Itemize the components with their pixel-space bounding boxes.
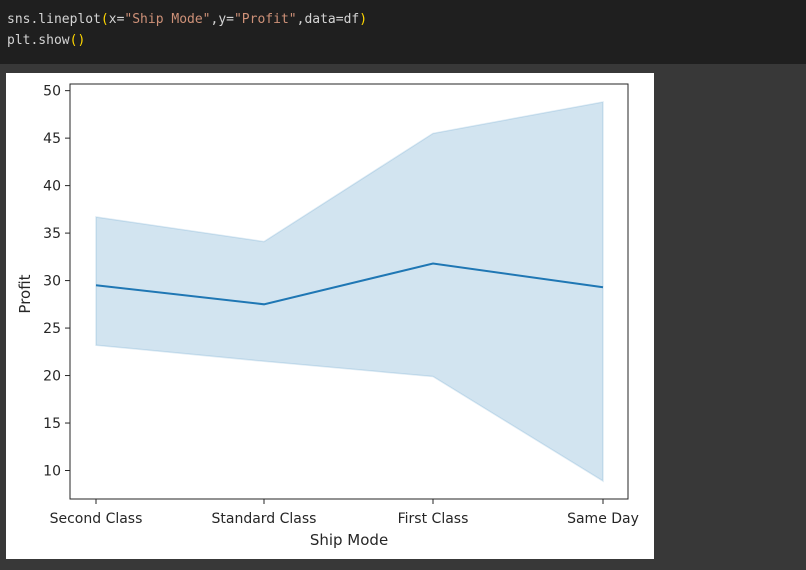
y-tick-label: 20 — [43, 369, 61, 385]
code-string: "Ship Mode" — [124, 12, 211, 27]
y-tick-label: 15 — [43, 416, 61, 432]
x-tick-label: Standard Class — [212, 511, 317, 527]
x-axis-label: Ship Mode — [310, 531, 388, 549]
code-arg-key: x= — [108, 12, 125, 27]
y-tick-label: 30 — [43, 274, 61, 290]
x-tick-label: Second Class — [50, 511, 143, 527]
code-paren-open: ( — [100, 12, 109, 27]
code-function-name: plt.show — [7, 33, 70, 48]
x-tick-label: First Class — [398, 511, 469, 527]
code-comma: , — [210, 12, 219, 27]
cell-output: 10 15 20 25 30 35 40 45 50 Second Class Standard … — [6, 73, 654, 559]
code-paren-close: ) — [359, 12, 368, 27]
y-tick-label: 50 — [43, 84, 61, 100]
code-line-2: plt.show() — [7, 32, 85, 50]
code-line-1: sns.lineplot(x="Ship Mode",y="Profit",da… — [7, 11, 367, 29]
confidence-band — [95, 101, 604, 483]
series-line — [95, 262, 604, 306]
y-tick-label: 35 — [43, 226, 61, 242]
y-axis-label: Profit — [16, 274, 34, 313]
code-arg: data=df — [304, 12, 360, 27]
y-tick-label: 25 — [43, 321, 61, 337]
code-arg-key: y= — [218, 12, 234, 27]
x-tick-label: Same Day — [567, 511, 639, 527]
y-tick-label: 10 — [43, 464, 61, 480]
plot-frame — [69, 83, 629, 500]
code-paren-close: ) — [77, 33, 86, 48]
code-comma: , — [296, 12, 305, 27]
line-chart: 10 15 20 25 30 35 40 45 50 Second Class Standard … — [16, 83, 639, 549]
code-paren-open: ( — [69, 33, 78, 48]
y-tick-label: 45 — [43, 131, 61, 147]
code-cell[interactable]: sns.lineplot(x="Ship Mode",y="Profit",da… — [0, 0, 806, 64]
code-string: "Profit" — [233, 12, 297, 27]
y-tick-label: 40 — [43, 179, 61, 195]
code-function-name: sns.lineplot — [7, 12, 101, 27]
